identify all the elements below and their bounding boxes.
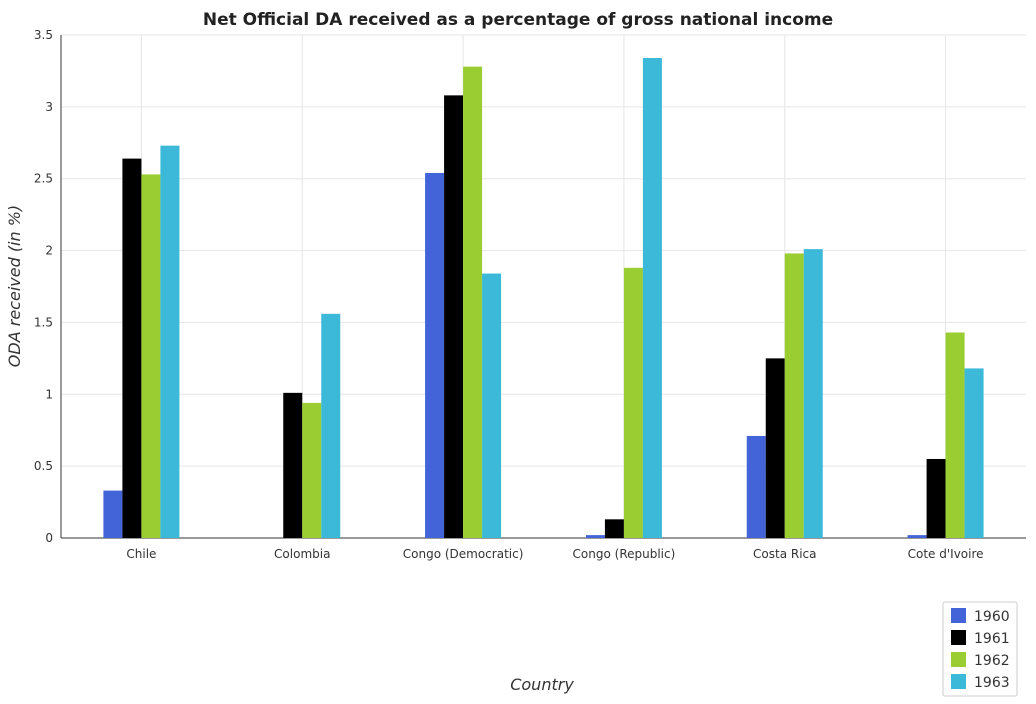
bar-1960-congo-democratic: [425, 172, 445, 539]
y-axis-label: ODA received (in %): [5, 205, 24, 367]
legend-box: [942, 601, 1018, 697]
legend-label-1960: 1960: [974, 609, 1010, 625]
bar-1960-costa-rica: [746, 435, 766, 538]
x-tick-label: Colombia: [274, 547, 330, 561]
tick-labels: 0 0.5 1 1.5 2 2.5 3 3.5 Chile Colombia Congo (Demo…: [34, 28, 984, 561]
legend-swatch-1963: [951, 674, 966, 689]
x-axis-label: Country: [510, 675, 574, 694]
bar-1961-congo-republic: [604, 519, 624, 538]
bar-1963-congo-democratic: [482, 273, 502, 538]
bar-1963-chile: [160, 145, 180, 538]
axes: [60, 35, 1026, 539]
grid-lines: [61, 34, 1026, 539]
bar-1961-cote-d-ivoire: [926, 458, 946, 538]
bar-1960-chile: [103, 490, 123, 538]
bar-1962-chile: [141, 174, 161, 538]
legend-swatch-1962: [951, 652, 966, 667]
x-tick-label: Congo (Democratic): [403, 547, 524, 561]
bar-1961-chile: [122, 158, 142, 538]
y-tick-label: 0: [45, 531, 53, 545]
bar-1963-cote-d-ivoire: [964, 368, 984, 538]
bar-1962-costa-rica: [784, 253, 804, 538]
bar-1960-cote-d-ivoire: [907, 535, 927, 538]
y-tick-label: 1.5: [34, 315, 53, 329]
legend-label-1963: 1963: [974, 675, 1010, 691]
bars: [103, 57, 984, 539]
x-tick-label: Costa Rica: [753, 547, 816, 561]
bar-1961-costa-rica: [765, 358, 785, 538]
y-tick-label: 3: [45, 100, 53, 114]
y-tick-label: 3.5: [34, 28, 53, 42]
x-tick-label: Congo (Republic): [573, 547, 676, 561]
y-tick-label: 2: [45, 244, 53, 258]
bar-1961-congo-democratic: [444, 95, 464, 539]
x-tick-label: Chile: [126, 547, 156, 561]
legend: 1960 1961 1962 1963: [942, 601, 1018, 697]
bar-1963-costa-rica: [803, 249, 823, 539]
bar-1962-colombia: [302, 402, 322, 538]
chart-title: Net Official DA received as a percentage…: [203, 10, 833, 30]
bar-1961-colombia: [283, 392, 303, 538]
bar-1963-colombia: [321, 313, 341, 538]
legend-label-1962: 1962: [974, 653, 1010, 669]
bar-1962-cote-d-ivoire: [945, 332, 965, 538]
legend-swatch-1961: [951, 630, 966, 645]
bar-1960-congo-republic: [585, 535, 605, 538]
y-tick-label: 2.5: [34, 172, 53, 186]
bar-1962-congo-republic: [623, 267, 643, 538]
bar-1963-congo-republic: [642, 57, 662, 538]
x-tick-label: Cote d'Ivoire: [908, 547, 984, 561]
legend-swatch-1960: [951, 608, 966, 623]
y-tick-label: 1: [45, 387, 53, 401]
y-tick-label: 0.5: [34, 459, 53, 473]
bar-1962-congo-democratic: [463, 66, 483, 539]
legend-label-1961: 1961: [974, 631, 1010, 647]
